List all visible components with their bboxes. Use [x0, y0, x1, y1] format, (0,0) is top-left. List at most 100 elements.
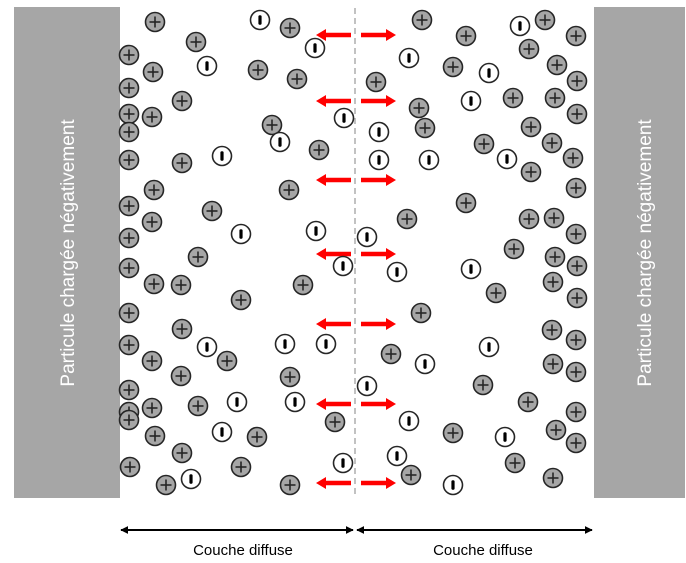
- cation-ion: [520, 161, 542, 183]
- cation-ion: [230, 456, 252, 478]
- cation-ion: [141, 211, 163, 233]
- cation-ion: [472, 374, 494, 396]
- anion-ion: [284, 391, 306, 413]
- cation-ion: [171, 90, 193, 112]
- cation-ion: [142, 61, 164, 83]
- anion-ion: [315, 333, 337, 355]
- cation-ion: [246, 426, 268, 448]
- cation-ion: [201, 200, 223, 222]
- cation-ion: [565, 361, 587, 383]
- anion-ion: [332, 255, 354, 277]
- anion-ion: [460, 90, 482, 112]
- repulsion-arrow-right: [361, 174, 396, 186]
- cation-ion: [278, 179, 300, 201]
- anion-ion: [196, 336, 218, 358]
- cation-ion: [542, 353, 564, 375]
- cation-ion: [544, 87, 566, 109]
- cation-ion: [118, 121, 140, 143]
- cation-ion: [141, 106, 163, 128]
- cation-ion: [187, 246, 209, 268]
- cation-ion: [455, 192, 477, 214]
- anion-ion: [368, 149, 390, 171]
- anion-ion: [386, 445, 408, 467]
- repulsion-arrow-right: [361, 398, 396, 410]
- anion-ion: [496, 148, 518, 170]
- cation-ion: [565, 329, 587, 351]
- anion-ion: [418, 149, 440, 171]
- repulsion-arrows: [316, 29, 396, 489]
- cation-ion: [170, 365, 192, 387]
- cation-ion: [171, 152, 193, 174]
- anion-ion: [494, 426, 516, 448]
- left-plate-label: Particule chargée négativement: [58, 119, 79, 387]
- cation-ion: [286, 68, 308, 90]
- cation-ion: [565, 25, 587, 47]
- cation-ion: [566, 255, 588, 277]
- cation-ion: [118, 257, 140, 279]
- cation-ion: [380, 343, 402, 365]
- anion-ion: [509, 15, 531, 37]
- cation-ion: [410, 302, 432, 324]
- cation-ion: [520, 116, 542, 138]
- cation-ion: [534, 9, 556, 31]
- anion-ion: [333, 107, 355, 129]
- anion-ion: [386, 261, 408, 283]
- repulsion-arrow-left: [316, 95, 351, 107]
- cation-ion: [118, 334, 140, 356]
- cation-ion: [411, 9, 433, 31]
- cation-ion: [143, 273, 165, 295]
- repulsion-arrow-right: [361, 248, 396, 260]
- repulsion-arrow-right: [361, 477, 396, 489]
- cation-ion: [502, 87, 524, 109]
- cation-ion: [546, 54, 568, 76]
- right-plate-label: Particule chargée négativement: [635, 119, 656, 387]
- cation-ion: [118, 149, 140, 171]
- cation-ion: [442, 422, 464, 444]
- cation-ion: [308, 139, 330, 161]
- cation-ion: [118, 77, 140, 99]
- cation-ion: [118, 103, 140, 125]
- cation-ion: [504, 452, 526, 474]
- cation-ion: [118, 302, 140, 324]
- cation-ion: [292, 274, 314, 296]
- cation-ion: [141, 397, 163, 419]
- cation-ion: [544, 246, 566, 268]
- anion-ion: [230, 223, 252, 245]
- cation-ion: [118, 227, 140, 249]
- cation-ion: [144, 11, 166, 33]
- cation-ion: [545, 419, 567, 441]
- cation-ion: [187, 395, 209, 417]
- cation-ion: [566, 70, 588, 92]
- cation-ion: [566, 287, 588, 309]
- anion-ion: [398, 47, 420, 69]
- anion-ion: [478, 62, 500, 84]
- anion-ion: [356, 375, 378, 397]
- cation-ion: [565, 177, 587, 199]
- cation-ion: [408, 97, 430, 119]
- cation-ion: [562, 147, 584, 169]
- anion-ion: [269, 131, 291, 153]
- cation-ion: [565, 223, 587, 245]
- cation-ion: [230, 289, 252, 311]
- repulsion-arrow-left: [316, 174, 351, 186]
- cation-ion: [143, 179, 165, 201]
- cation-ion: [216, 350, 238, 372]
- cation-ion: [141, 350, 163, 372]
- cation-ion: [171, 442, 193, 464]
- cation-ion: [565, 432, 587, 454]
- anion-ion: [478, 336, 500, 358]
- cation-ion: [542, 467, 564, 489]
- anion-ion: [249, 9, 271, 31]
- anion-ion: [442, 474, 464, 496]
- anion-ion: [332, 452, 354, 474]
- cation-ion: [565, 401, 587, 423]
- cation-ion: [279, 17, 301, 39]
- cation-ion: [414, 117, 436, 139]
- cation-ion: [517, 391, 539, 413]
- cation-ion: [118, 195, 140, 217]
- cation-ion: [118, 379, 140, 401]
- anion-ion: [211, 145, 233, 167]
- anion-ion: [274, 333, 296, 355]
- cation-ion: [518, 38, 540, 60]
